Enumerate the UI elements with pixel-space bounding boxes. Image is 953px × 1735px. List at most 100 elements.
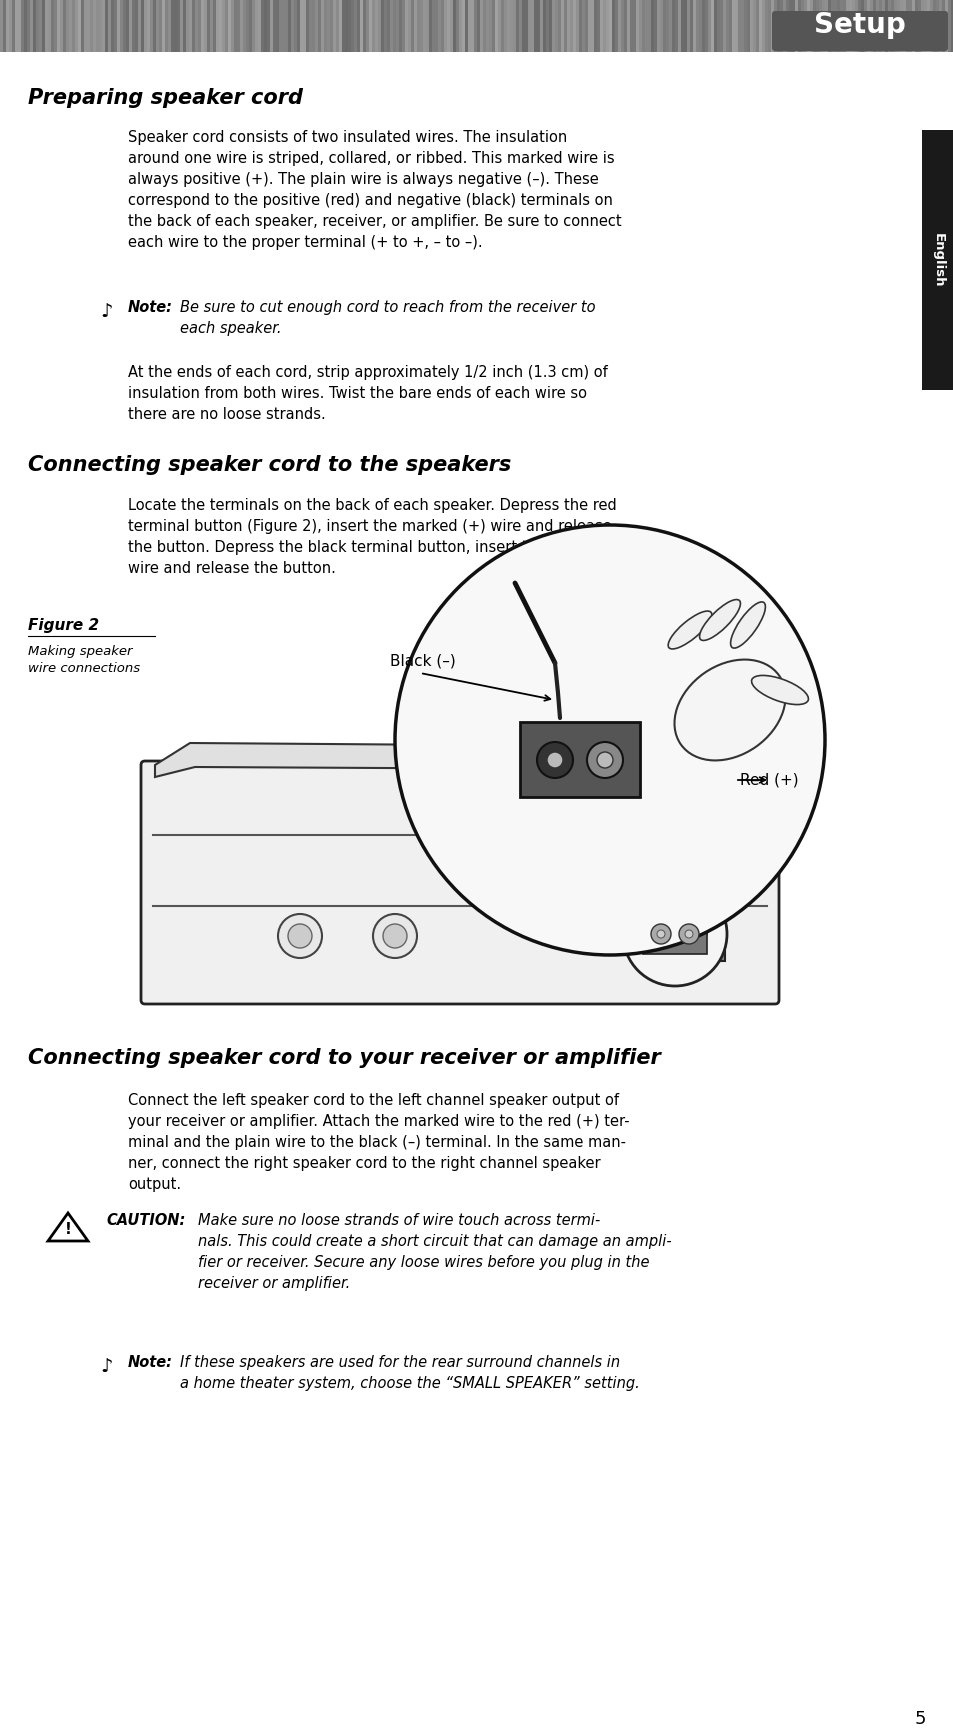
Bar [620,0,623,52]
Bar [84,0,87,52]
Bar [527,0,531,52]
Bar [282,0,285,52]
Bar [171,0,173,52]
Bar [926,0,929,52]
Bar [650,0,654,52]
Bar [626,0,629,52]
Bar [291,0,294,52]
Bar [615,0,618,52]
Bar [594,0,597,52]
Bar [102,0,105,52]
Bar [587,0,590,52]
Bar [369,0,372,52]
Bar [198,0,201,52]
Bar [113,0,117,52]
Bar [767,0,770,52]
Bar [560,0,563,52]
Bar [194,0,198,52]
Bar [537,0,539,52]
Bar [647,0,650,52]
Bar [668,0,671,52]
Bar [896,0,899,52]
Bar [701,0,704,52]
Bar [657,0,659,52]
Bar [9,0,12,52]
Circle shape [652,926,666,940]
Circle shape [685,920,713,947]
Bar [429,0,432,52]
Bar [602,0,605,52]
Bar [152,0,156,52]
Text: Preparing speaker cord: Preparing speaker cord [28,88,303,108]
Bar [824,0,827,52]
Bar [476,0,479,52]
Bar [827,0,830,52]
Bar [521,0,524,52]
Bar [192,0,194,52]
Bar [489,0,492,52]
Bar [576,0,578,52]
Bar [665,0,668,52]
Text: Connecting speaker cord to your receiver or amplifier: Connecting speaker cord to your receiver… [28,1048,660,1069]
Bar [210,0,213,52]
Text: Making speaker
wire connections: Making speaker wire connections [28,645,140,675]
Bar [578,0,581,52]
Bar [707,0,710,52]
Bar [710,0,713,52]
Bar [518,0,521,52]
Bar [866,0,869,52]
Text: Setup: Setup [813,10,905,38]
Bar [941,0,944,52]
Circle shape [622,881,726,985]
Bar [294,0,296,52]
Bar [408,0,411,52]
Bar [524,0,527,52]
Bar [734,0,738,52]
Bar [30,0,33,52]
Bar [696,0,699,52]
Bar [836,0,840,52]
Bar [120,0,123,52]
Ellipse shape [667,611,711,649]
Bar [63,0,66,52]
Bar [921,130,953,390]
Bar [54,0,57,52]
Bar [731,0,734,52]
Text: Connecting speaker cord to the speakers: Connecting speaker cord to the speakers [28,455,511,475]
Bar [801,0,803,52]
Bar [278,0,282,52]
Bar [33,0,36,52]
Bar [366,0,369,52]
Bar [671,0,675,52]
Bar [390,0,393,52]
Bar [500,0,503,52]
Bar [377,0,380,52]
Bar [618,0,620,52]
Bar [738,0,740,52]
Bar [0,0,3,52]
Bar [612,0,615,52]
Bar [950,0,953,52]
Bar [506,0,510,52]
Text: Connect the left speaker cord to the left channel speaker output of
your receive: Connect the left speaker cord to the lef… [128,1093,629,1192]
Ellipse shape [674,659,784,760]
Bar [746,0,749,52]
Bar [902,0,905,52]
Bar [335,0,338,52]
Bar [144,0,147,52]
Bar [69,0,71,52]
Bar [51,0,54,52]
Bar [243,0,246,52]
Bar [818,0,821,52]
Bar [699,0,701,52]
Bar [932,0,935,52]
Bar [458,0,461,52]
Bar [246,0,249,52]
Bar [840,0,842,52]
Bar [917,0,920,52]
Bar [534,0,537,52]
Text: Be sure to cut enough cord to reach from the receiver to
each speaker.: Be sure to cut enough cord to reach from… [180,300,595,337]
Bar [857,0,861,52]
Bar [461,0,464,52]
Bar [869,0,872,52]
